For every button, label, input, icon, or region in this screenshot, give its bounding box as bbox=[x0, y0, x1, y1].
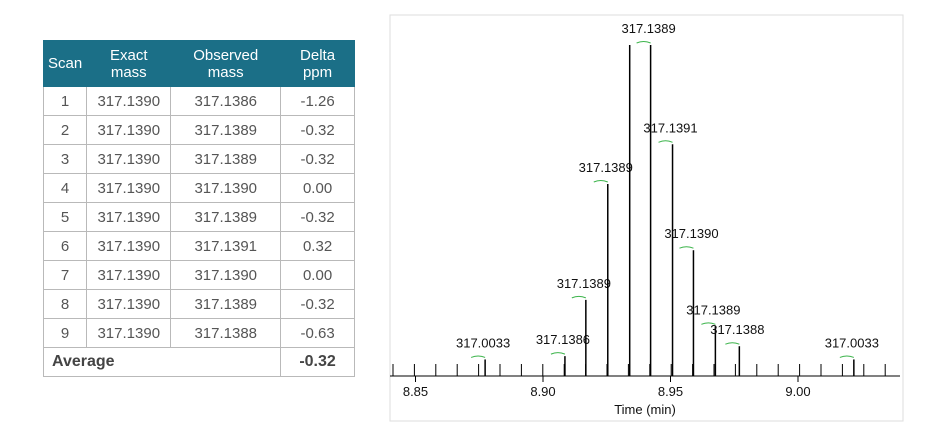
table-row: 6 317.1390 317.1391 0.32 bbox=[42, 231, 355, 261]
table-cell: 317.1390 bbox=[170, 260, 282, 290]
label-marker bbox=[658, 140, 673, 143]
x-axis-title: Time (min) bbox=[614, 402, 676, 417]
table-cell: 317.1390 bbox=[86, 318, 172, 348]
table-row: 3 317.1390 317.1389 -0.32 bbox=[42, 144, 355, 174]
peak-label: 317.0033 bbox=[456, 335, 510, 350]
table-cell: -1.26 bbox=[280, 86, 355, 116]
table-cell: 0.32 bbox=[280, 231, 355, 261]
header-cell: Observed mass bbox=[170, 40, 282, 87]
label-marker bbox=[470, 355, 486, 358]
table-cell: 6 bbox=[42, 231, 88, 261]
table-cell: 317.1390 bbox=[86, 260, 172, 290]
table-cell: -0.63 bbox=[280, 318, 355, 348]
table-cell: 317.1390 bbox=[86, 173, 172, 203]
header-cell: Scan bbox=[42, 40, 88, 87]
table-cell: 317.1389 bbox=[170, 289, 282, 319]
table-cell: 3 bbox=[42, 144, 88, 174]
label-marker bbox=[725, 342, 740, 345]
table-cell: 317.1390 bbox=[86, 115, 172, 145]
table-cell: 317.1390 bbox=[86, 231, 172, 261]
average-value: -0.32 bbox=[280, 347, 355, 377]
table-cell: 0.00 bbox=[280, 260, 355, 290]
label-marker bbox=[636, 41, 651, 44]
peak-label: 317.1391 bbox=[643, 120, 697, 135]
peak-label: 317.1389 bbox=[557, 276, 611, 291]
label-marker bbox=[839, 355, 855, 358]
table-cell: -0.32 bbox=[280, 289, 355, 319]
table-cell: 317.1390 bbox=[86, 202, 172, 232]
label-marker bbox=[550, 352, 566, 355]
table-row: 8 317.1390 317.1389 -0.32 bbox=[42, 289, 355, 319]
x-tick-label: 8.90 bbox=[530, 384, 555, 399]
average-label: Average bbox=[42, 347, 282, 377]
table-cell: 317.1389 bbox=[170, 115, 282, 145]
table-cell: 317.1388 bbox=[170, 318, 282, 348]
table-row: 9 317.1390 317.1388 -0.63 bbox=[42, 318, 355, 348]
table-cell: 1 bbox=[42, 86, 88, 116]
peak-label: 317.1388 bbox=[710, 322, 764, 337]
table-cell: -0.32 bbox=[280, 115, 355, 145]
table-row: 2 317.1390 317.1389 -0.32 bbox=[42, 115, 355, 145]
peak-label: 317.0033 bbox=[825, 335, 879, 350]
label-marker bbox=[701, 322, 716, 325]
header-cell: Delta ppm bbox=[280, 40, 355, 87]
header-cell: Exact mass bbox=[86, 40, 172, 87]
table-cell: 317.1390 bbox=[86, 86, 172, 116]
mass-table: Scan Exact mass Observed mass Delta ppm 1 31… bbox=[42, 40, 355, 377]
table-cell: 4 bbox=[42, 173, 88, 203]
label-marker bbox=[571, 295, 587, 299]
table-cell: -0.32 bbox=[280, 144, 355, 174]
table-cell: 317.1389 bbox=[170, 202, 282, 232]
table-cell: 8 bbox=[42, 289, 88, 319]
peak-label: 317.1389 bbox=[621, 21, 675, 36]
table-row: 4 317.1390 317.1390 0.00 bbox=[42, 173, 355, 203]
peak-label: 317.1386 bbox=[536, 332, 590, 347]
table-cell: 2 bbox=[42, 115, 88, 145]
x-tick-label: 9.00 bbox=[785, 384, 810, 399]
table-cell: 317.1386 bbox=[170, 86, 282, 116]
table-cell: 317.1391 bbox=[170, 231, 282, 261]
table-cell: 317.1390 bbox=[170, 173, 282, 203]
label-marker bbox=[679, 246, 694, 249]
peak-label: 317.1389 bbox=[686, 302, 740, 317]
table-row: 5 317.1390 317.1389 -0.32 bbox=[42, 202, 355, 232]
header-row: Scan Exact mass Observed mass Delta ppm bbox=[42, 40, 355, 87]
peak-label: 317.1389 bbox=[579, 160, 633, 175]
table-row: 1 317.1390 317.1386 -1.26 bbox=[42, 86, 355, 116]
x-tick-label: 8.95 bbox=[658, 384, 683, 399]
label-marker bbox=[593, 180, 608, 183]
table-cell: -0.32 bbox=[280, 202, 355, 232]
average-row: Average -0.32 bbox=[42, 347, 355, 377]
x-tick-label: 8.85 bbox=[403, 384, 428, 399]
chart-frame bbox=[389, 14, 904, 422]
peak-label: 317.1390 bbox=[664, 226, 718, 241]
